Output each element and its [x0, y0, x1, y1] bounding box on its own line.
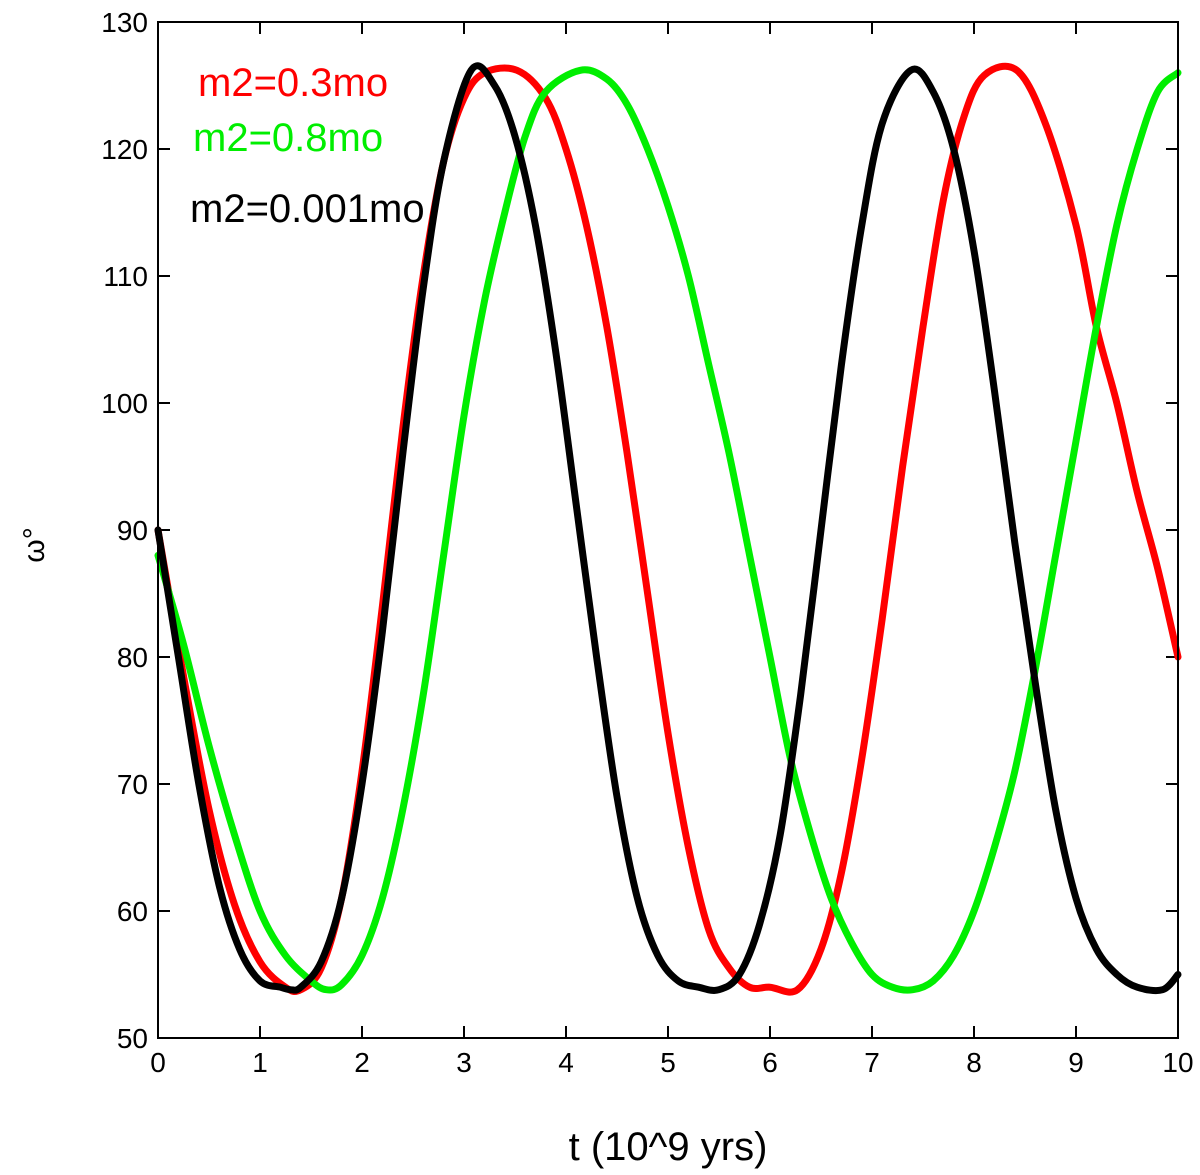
legend: m2=0.3mo m2=0.8mo m2=0.001mo [190, 61, 425, 231]
y-tick-label: 80 [117, 642, 148, 673]
tick-labels: 0 1 2 3 4 5 6 7 8 9 10 50 60 70 80 90 100 110 120 130 [101, 7, 1193, 1078]
y-axis-label: ω° [18, 527, 51, 562]
legend-entry-2: m2=0.8mo [193, 116, 383, 160]
x-tick-label: 5 [660, 1047, 676, 1078]
x-tick-label: 0 [150, 1047, 166, 1078]
axis-ticks [157, 21, 1179, 1039]
series-line-3 [154, 62, 1182, 995]
x-tick-label: 2 [354, 1047, 370, 1078]
y-tick-label: 70 [117, 769, 148, 800]
legend-entry-3: m2=0.001mo [190, 187, 425, 231]
x-tick-label: 7 [864, 1047, 880, 1078]
x-tick-label: 3 [456, 1047, 472, 1078]
y-tick-label: 50 [117, 1023, 148, 1054]
y-tick-label: 100 [101, 388, 148, 419]
y-tick-label: 120 [101, 134, 148, 165]
x-axis-label: t (10^9 yrs) [569, 1125, 768, 1169]
y-tick-label: 130 [101, 7, 148, 38]
x-tick-label: 1 [252, 1047, 268, 1078]
y-tick-label: 110 [103, 261, 148, 292]
series-line-2 [154, 66, 1182, 994]
plot-frame [157, 21, 1179, 1039]
x-tick-label: 10 [1162, 1047, 1193, 1078]
y-tick-label: 90 [117, 515, 148, 546]
x-tick-label: 6 [762, 1047, 778, 1078]
x-tick-label: 9 [1068, 1047, 1084, 1078]
x-tick-label: 4 [558, 1047, 574, 1078]
legend-entry-1: m2=0.3mo [198, 61, 388, 105]
y-tick-label: 60 [117, 896, 148, 927]
series-lines [154, 62, 1182, 996]
x-tick-label: 8 [966, 1047, 982, 1078]
